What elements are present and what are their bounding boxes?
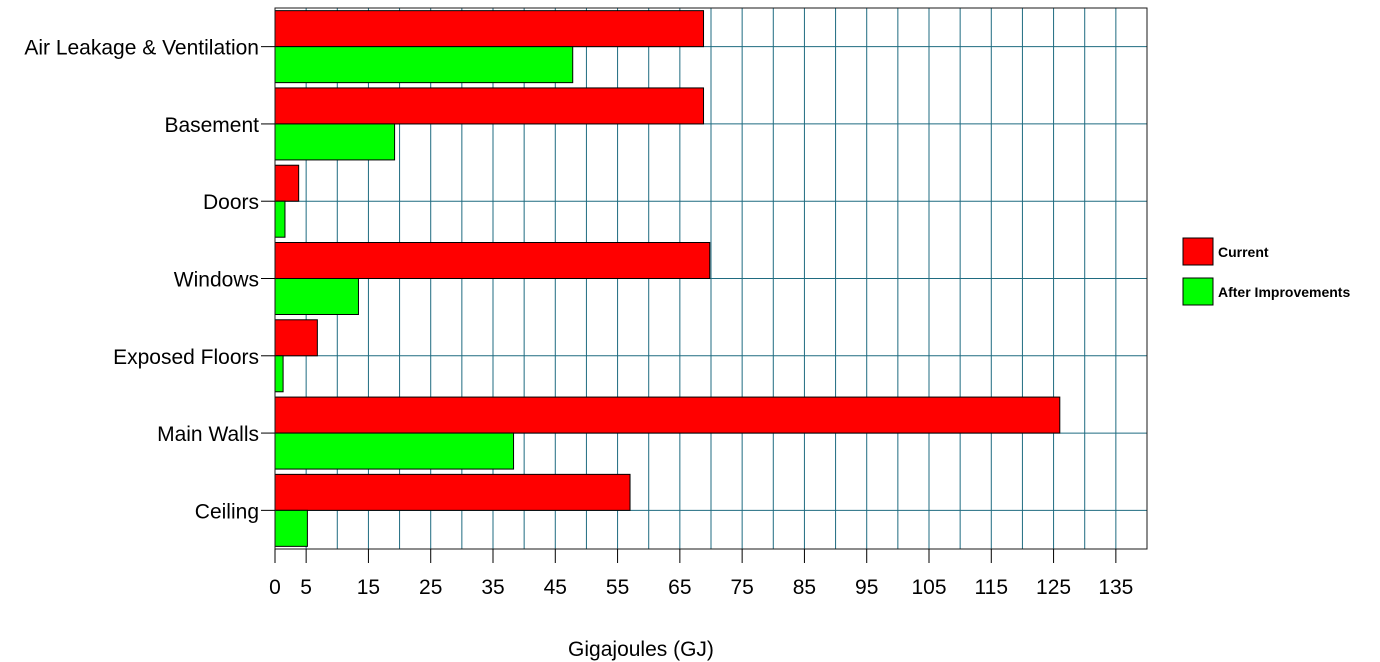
- x-tick-label: 5: [300, 576, 312, 599]
- bar-current: [274, 396, 1061, 434]
- bar-current: [274, 87, 705, 125]
- labels: Air Leakage & Ventilation Basement Doors Wi…: [24, 37, 1133, 599]
- x-tick-label: 25: [419, 576, 442, 599]
- x-tick-label: 85: [793, 576, 816, 599]
- x-tick-label: 15: [357, 576, 380, 599]
- x-tick-label: 0: [269, 576, 281, 599]
- category-label: Main Walls: [157, 423, 259, 446]
- x-tick-label: 75: [730, 576, 753, 599]
- bar-after-improvements: [274, 509, 308, 547]
- bar-after-improvements: [274, 432, 515, 470]
- x-tick-label: 115: [975, 576, 1008, 599]
- x-tick-label: 95: [855, 576, 878, 599]
- bar-current: [274, 242, 711, 279]
- x-tick-label: 55: [606, 576, 629, 599]
- x-tick-label: 65: [668, 576, 691, 599]
- legend-label: Current: [1218, 244, 1269, 260]
- bar-after-improvements: [274, 123, 396, 161]
- bar-after-improvements: [274, 278, 359, 315]
- bar-current: [274, 10, 705, 48]
- bar-after-improvements: [274, 200, 286, 238]
- bar-current: [274, 319, 318, 357]
- x-tick-label: 135: [1098, 576, 1133, 599]
- legend: Current After Improvements: [1182, 237, 1350, 306]
- bar-after-improvements: [274, 46, 574, 84]
- bars: [274, 10, 1061, 547]
- legend-swatch: [1182, 237, 1214, 266]
- bar-current: [274, 473, 631, 511]
- legend-swatch: [1182, 277, 1214, 306]
- x-axis-title: Gigajoules (GJ): [568, 638, 714, 661]
- bar-current: [274, 164, 300, 202]
- x-tick-label: 35: [481, 576, 504, 599]
- category-label: Doors: [203, 191, 259, 214]
- category-label: Air Leakage & Ventilation: [24, 37, 259, 60]
- x-tick-label: 105: [911, 576, 946, 599]
- x-tick-label: 45: [544, 576, 567, 599]
- category-label: Exposed Floors: [113, 346, 259, 369]
- category-label: Basement: [164, 114, 259, 137]
- x-tick-label: 125: [1036, 576, 1071, 599]
- legend-label: After Improvements: [1218, 284, 1350, 300]
- axes: [261, 7, 1148, 563]
- bar-after-improvements: [274, 355, 284, 393]
- category-label: Windows: [174, 269, 259, 292]
- category-label: Ceiling: [195, 500, 259, 523]
